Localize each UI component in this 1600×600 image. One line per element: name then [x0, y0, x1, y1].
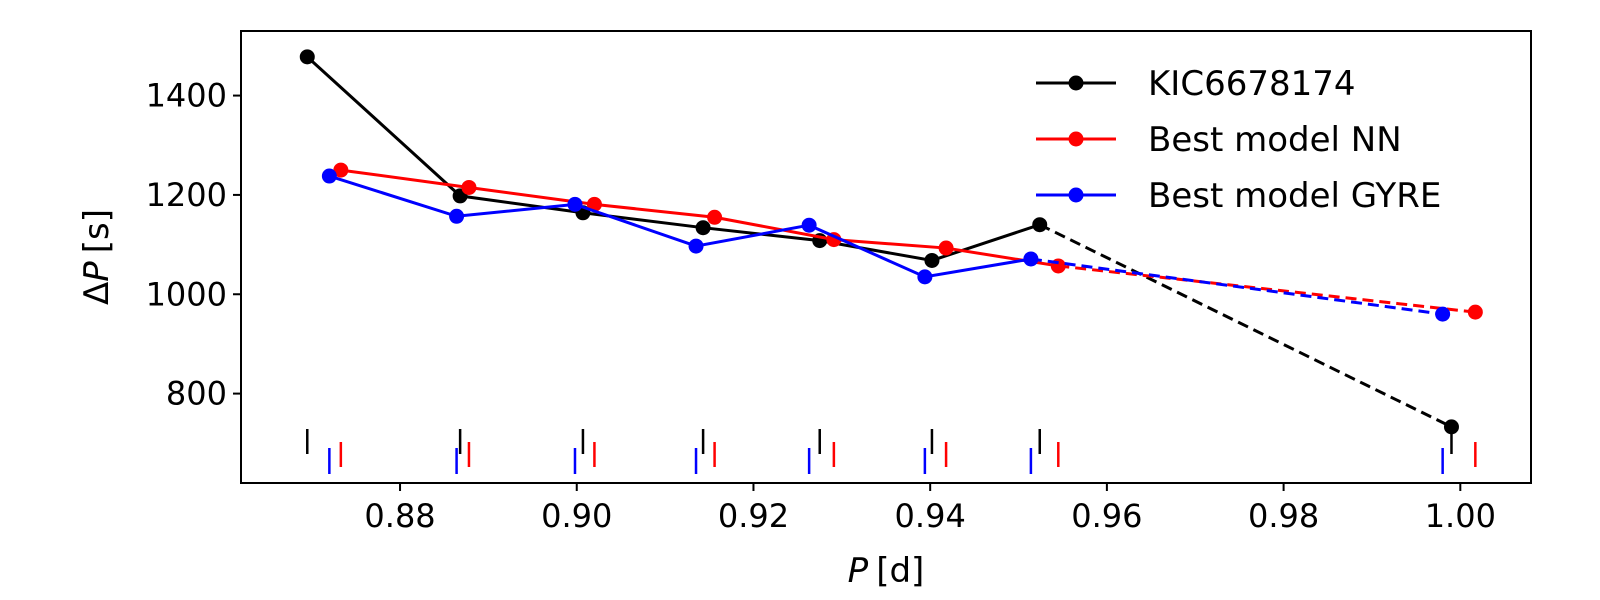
legend-label-kic6678174: KIC6678174 — [1148, 64, 1356, 104]
kic6678174-line-dashed — [1039, 223, 1453, 429]
kic6678174-point — [1443, 419, 1459, 435]
x-tick-label: 0.94 — [895, 497, 966, 535]
best-model-nn-line-dashed — [1058, 264, 1476, 314]
legend: KIC6678174 Best model NN Best model GYRE — [1036, 64, 1441, 216]
x-axis-unit: [d] — [876, 551, 924, 591]
y-tick-label: 800 — [166, 375, 227, 413]
best-model-gyre-point — [449, 208, 465, 224]
legend-label-best-model-nn: Best model NN — [1148, 120, 1402, 160]
kic6678174-point — [924, 252, 940, 268]
y-tick-label: 1400 — [146, 77, 227, 115]
legend-marker-best-model-gyre — [1068, 187, 1084, 203]
x-tick-label: 0.92 — [718, 497, 789, 535]
legend-marker-best-model-nn — [1068, 131, 1084, 147]
x-tick-label: 0.96 — [1071, 497, 1142, 535]
best-model-nn-point — [707, 209, 723, 225]
y-tick-label: 1000 — [146, 275, 227, 313]
kic6678174-point — [1032, 217, 1048, 233]
best-model-nn-point — [938, 240, 954, 256]
best-model-gyre-point — [917, 269, 933, 285]
best-model-nn-point — [1467, 304, 1483, 320]
best-model-gyre-point — [801, 217, 817, 233]
kic6678174-point — [299, 49, 315, 65]
best-model-gyre-point — [688, 238, 704, 254]
x-axis-label: P [d] — [848, 551, 925, 591]
x-tick-label: 1.00 — [1425, 497, 1496, 535]
y-axis-unit: [s] — [77, 209, 117, 253]
legend-marker-kic6678174 — [1068, 75, 1084, 91]
plot-frame — [240, 30, 1532, 484]
x-axis-symbol: P — [848, 551, 869, 591]
best-model-gyre-point — [567, 196, 583, 212]
x-tick-label: 0.90 — [541, 497, 612, 535]
x-tick-label: 0.88 — [364, 497, 435, 535]
x-tick-label: 0.98 — [1248, 497, 1319, 535]
plot-area — [299, 49, 1483, 474]
y-axis-delta: Δ — [77, 282, 117, 305]
y-axis-label: ΔP [s] — [77, 209, 117, 305]
best-model-gyre-point — [321, 168, 337, 184]
best-model-gyre-point — [1023, 251, 1039, 267]
best-model-nn-point — [461, 179, 477, 195]
kic6678174-point — [695, 220, 711, 236]
axes: 0.88 0.90 0.92 0.94 0.96 0.98 1.00 800 1000 1200 1… — [146, 77, 1496, 535]
y-tick-label: 1200 — [146, 176, 227, 214]
best-model-nn-point — [586, 196, 602, 212]
best-model-gyre-point — [1435, 306, 1451, 322]
best-model-gyre-line-dashed — [1030, 257, 1443, 316]
best-model-nn-point — [333, 162, 349, 178]
y-axis-symbol: P — [77, 261, 117, 282]
legend-label-best-model-gyre: Best model GYRE — [1148, 176, 1441, 216]
